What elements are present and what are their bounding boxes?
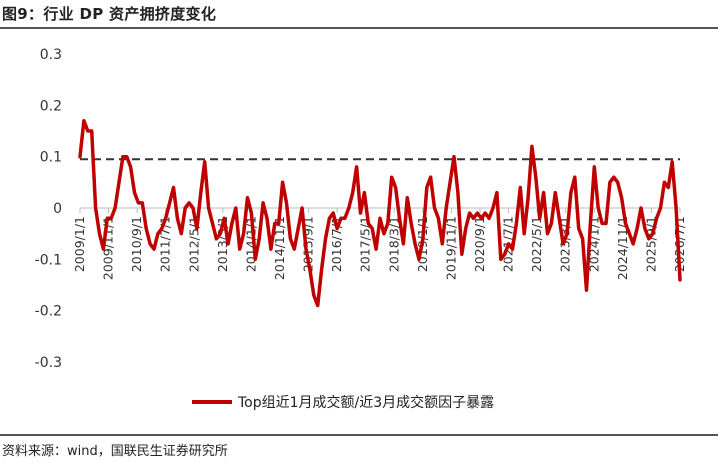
x-tick-label: 2019/11/1 bbox=[443, 216, 458, 280]
legend-label: Top组近1月成交额/近3月成交额因子暴露 bbox=[237, 394, 494, 411]
x-tick-label: 2022/5/1 bbox=[529, 216, 544, 272]
x-tick-label: 2017/5/1 bbox=[358, 216, 373, 272]
chart-title: 图9：行业 DP 资产拥挤度变化 bbox=[2, 5, 217, 23]
top-divider bbox=[0, 27, 718, 29]
x-tick-label: 2016/7/1 bbox=[329, 216, 344, 272]
bottom-divider bbox=[0, 434, 718, 436]
y-tick-label: -0.2 bbox=[35, 304, 62, 320]
y-tick-label: 0 bbox=[53, 201, 62, 217]
series-line bbox=[78, 118, 682, 308]
x-tick-label: 2018/3/1 bbox=[386, 216, 401, 272]
x-tick-label: 2024/11/1 bbox=[615, 216, 630, 280]
x-tick-label: 2009/1/1 bbox=[72, 216, 87, 272]
source-note: 资料来源：wind，国联民生证券研究所 bbox=[2, 444, 228, 459]
y-tick-label: 0.3 bbox=[40, 47, 62, 63]
y-tick-label: -0.1 bbox=[35, 252, 62, 268]
y-tick-label: 0.1 bbox=[40, 150, 62, 166]
y-tick-label: 0.2 bbox=[40, 98, 62, 114]
y-tick-label: -0.3 bbox=[35, 355, 62, 371]
x-tick-label: 2020/9/1 bbox=[472, 216, 487, 272]
x-tick-label: 2014/11/1 bbox=[272, 216, 287, 280]
x-tick-label: 2010/9/1 bbox=[129, 216, 144, 272]
